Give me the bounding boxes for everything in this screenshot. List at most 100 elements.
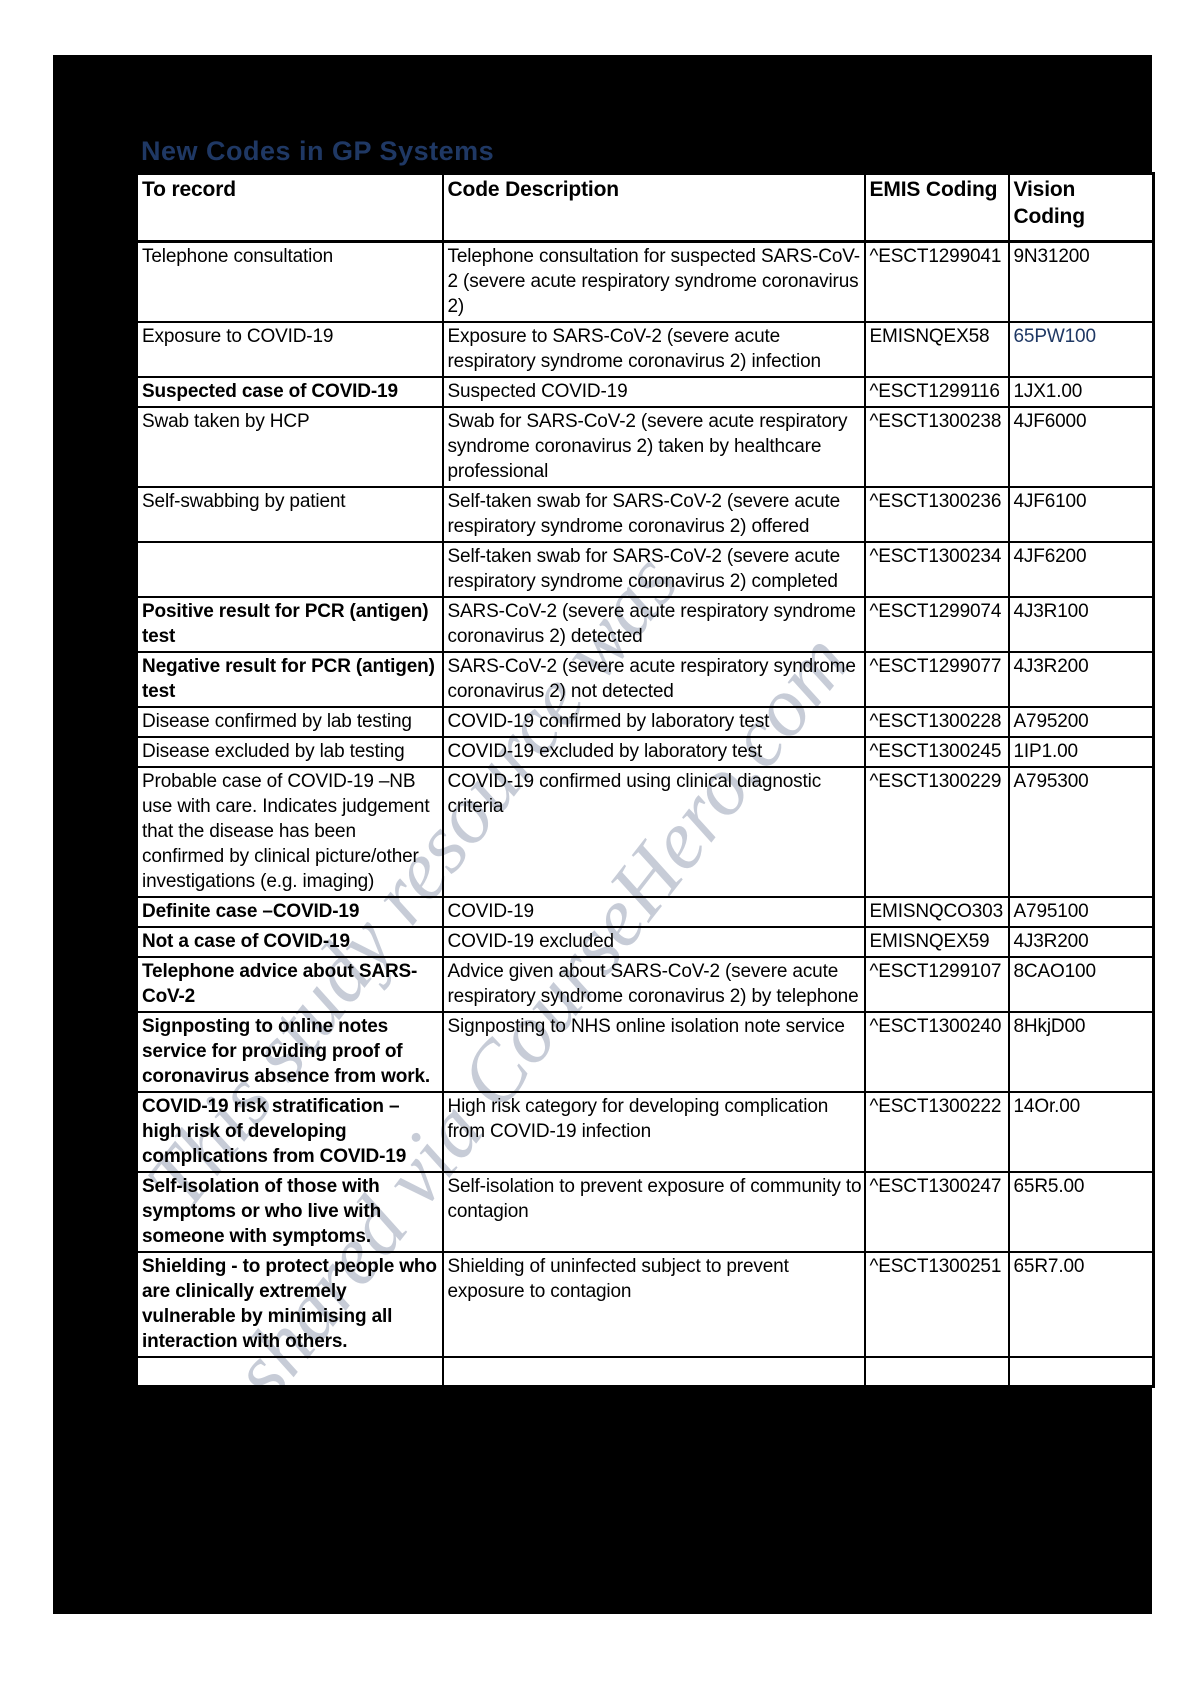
header-vision-coding: Vision Coding	[1007, 172, 1155, 243]
cell-emis-code: ^ESCT1300251	[863, 1251, 1010, 1358]
cell-to-record: Exposure to COVID-19	[135, 321, 444, 378]
cell-emis-code: ^ESCT1300234	[863, 541, 1010, 598]
table-row: Self-isolation of those with symptoms or…	[135, 1171, 1155, 1253]
cell-vision-code: A795100	[1007, 896, 1155, 928]
cell-vision-code: 1IP1.00	[1007, 736, 1155, 768]
cell-emis-code: ^ESCT1299074	[863, 596, 1010, 653]
cell-vision-code: 14Or.00	[1007, 1091, 1155, 1173]
table-row: Positive result for PCR (antigen) test S…	[135, 596, 1155, 653]
cell-description: High risk category for developing compli…	[441, 1091, 866, 1173]
cell-description: Shielding of uninfected subject to preve…	[441, 1251, 866, 1358]
cell-to-record: Shielding - to protect people who are cl…	[135, 1251, 444, 1358]
cell-vision-code: 9N31200	[1007, 240, 1155, 323]
cell-vision-code: A795300	[1007, 766, 1155, 898]
cell-description: Self-taken swab for SARS-CoV-2 (severe a…	[441, 486, 866, 543]
cell-to-record	[135, 1356, 444, 1388]
cell-emis-code: ^ESCT1300229	[863, 766, 1010, 898]
cell-to-record: Self-swabbing by patient	[135, 486, 444, 543]
cell-to-record: Signposting to online notes service for …	[135, 1011, 444, 1093]
cell-emis-code: ^ESCT1300228	[863, 706, 1010, 738]
cell-to-record: Self-isolation of those with symptoms or…	[135, 1171, 444, 1253]
cell-to-record: Telephone advice about SARS-CoV-2	[135, 956, 444, 1013]
table-row: Negative result for PCR (antigen) test S…	[135, 651, 1155, 708]
cell-description: Exposure to SARS-CoV-2 (severe acute res…	[441, 321, 866, 378]
cell-to-record: Definite case –COVID-19	[135, 896, 444, 928]
cell-emis-code: ^ESCT1300240	[863, 1011, 1010, 1093]
cell-emis-code: ^ESCT1300236	[863, 486, 1010, 543]
cell-to-record: Positive result for PCR (antigen) test	[135, 596, 444, 653]
cell-to-record: Negative result for PCR (antigen) test	[135, 651, 444, 708]
cell-emis-code: ^ESCT1300247	[863, 1171, 1010, 1253]
cell-vision-code: 1JX1.00	[1007, 376, 1155, 408]
cell-vision-code: 4J3R200	[1007, 651, 1155, 708]
cell-description: SARS-CoV-2 (severe acute respiratory syn…	[441, 651, 866, 708]
cell-description: COVID-19	[441, 896, 866, 928]
header-to-record: To record	[135, 172, 444, 243]
cell-vision-code: 4JF6200	[1007, 541, 1155, 598]
cell-to-record: Disease excluded by lab testing	[135, 736, 444, 768]
cell-description: SARS-CoV-2 (severe acute respiratory syn…	[441, 596, 866, 653]
cell-to-record: Not a case of COVID-19	[135, 926, 444, 958]
cell-description: Suspected COVID-19	[441, 376, 866, 408]
cell-vision-code: A795200	[1007, 706, 1155, 738]
cell-to-record: Telephone consultation	[135, 240, 444, 323]
cell-to-record: Disease confirmed by lab testing	[135, 706, 444, 738]
table-row: COVID-19 risk stratification – high risk…	[135, 1091, 1155, 1173]
cell-to-record: Swab taken by HCP	[135, 406, 444, 488]
cell-emis-code: ^ESCT1300222	[863, 1091, 1010, 1173]
cell-description: COVID-19 confirmed using clinical diagno…	[441, 766, 866, 898]
cell-emis-code: ^ESCT1299077	[863, 651, 1010, 708]
cell-emis-code: EMISNQCO303	[863, 896, 1010, 928]
table-row: Self-taken swab for SARS-CoV-2 (severe a…	[135, 541, 1155, 598]
cell-to-record	[135, 541, 444, 598]
cell-vision-code: 65R5.00	[1007, 1171, 1155, 1253]
cell-to-record: Suspected case of COVID-19	[135, 376, 444, 408]
header-code-description: Code Description	[441, 172, 866, 243]
table-row: Disease excluded by lab testing COVID-19…	[135, 736, 1155, 768]
cell-description: Signposting to NHS online isolation note…	[441, 1011, 866, 1093]
cell-emis-code: EMISNQEX59	[863, 926, 1010, 958]
cell-emis-code: ^ESCT1299041	[863, 240, 1010, 323]
table-row: Self-swabbing by patient Self-taken swab…	[135, 486, 1155, 543]
table-row: Exposure to COVID-19 Exposure to SARS-Co…	[135, 321, 1155, 378]
cell-description: COVID-19 confirmed by laboratory test	[441, 706, 866, 738]
table-row: Signposting to online notes service for …	[135, 1011, 1155, 1093]
cell-description: Swab for SARS-CoV-2 (severe acute respir…	[441, 406, 866, 488]
cell-description: COVID-19 excluded by laboratory test	[441, 736, 866, 768]
table-row	[135, 1356, 1155, 1388]
table-row: Suspected case of COVID-19 Suspected COV…	[135, 376, 1155, 408]
cell-description: Self-taken swab for SARS-CoV-2 (severe a…	[441, 541, 866, 598]
cell-vision-code: 8HkjD00	[1007, 1011, 1155, 1093]
header-emis-coding: EMIS Coding	[863, 172, 1010, 243]
table-row: Swab taken by HCP Swab for SARS-CoV-2 (s…	[135, 406, 1155, 488]
cell-emis-code	[863, 1356, 1010, 1388]
table-header-row: To record Code Description EMIS Coding V…	[135, 172, 1155, 243]
cell-vision-code: 8CAO100	[1007, 956, 1155, 1013]
cell-vision-code	[1007, 1356, 1155, 1388]
cell-emis-code: EMISNQEX58	[863, 321, 1010, 378]
table-row: Definite case –COVID-19 COVID-19 EMISNQC…	[135, 896, 1155, 928]
table-row: Shielding - to protect people who are cl…	[135, 1251, 1155, 1358]
codes-table-body: Telephone consultation Telephone consult…	[135, 240, 1155, 1388]
table-row: Probable case of COVID-19 –NB use with c…	[135, 766, 1155, 898]
table-row: Telephone consultation Telephone consult…	[135, 240, 1155, 323]
cell-vision-code: 65PW100	[1007, 321, 1155, 378]
cell-to-record: Probable case of COVID-19 –NB use with c…	[135, 766, 444, 898]
cell-description: Self-isolation to prevent exposure of co…	[441, 1171, 866, 1253]
cell-vision-code: 65R7.00	[1007, 1251, 1155, 1358]
cell-vision-code: 4J3R200	[1007, 926, 1155, 958]
cell-emis-code: ^ESCT1299116	[863, 376, 1010, 408]
cell-description	[441, 1356, 866, 1388]
cell-emis-code: ^ESCT1299107	[863, 956, 1010, 1013]
cell-description: Telephone consultation for suspected SAR…	[441, 240, 866, 323]
cell-emis-code: ^ESCT1300245	[863, 736, 1010, 768]
table-row: Not a case of COVID-19 COVID-19 excluded…	[135, 926, 1155, 958]
cell-description: COVID-19 excluded	[441, 926, 866, 958]
page-title: New Codes in GP Systems	[141, 136, 495, 166]
codes-table: To record Code Description EMIS Coding V…	[135, 172, 1155, 1388]
table-row: Telephone advice about SARS-CoV-2 Advice…	[135, 956, 1155, 1013]
cell-vision-code: 4JF6100	[1007, 486, 1155, 543]
cell-vision-code: 4J3R100	[1007, 596, 1155, 653]
table-row: Disease confirmed by lab testing COVID-1…	[135, 706, 1155, 738]
